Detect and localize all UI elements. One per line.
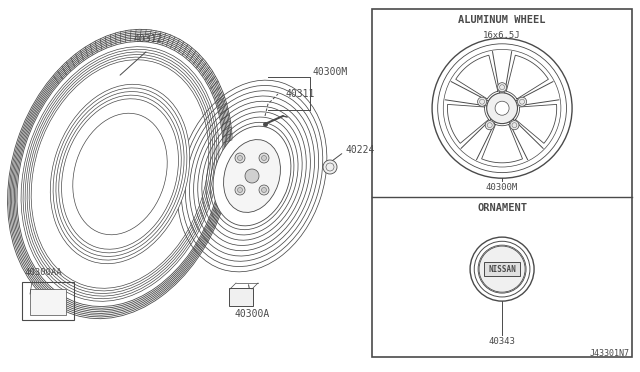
Text: 40311: 40311: [286, 89, 316, 99]
Text: 40224: 40224: [346, 145, 376, 155]
Circle shape: [495, 101, 509, 115]
Ellipse shape: [235, 185, 245, 195]
Ellipse shape: [259, 185, 269, 195]
Text: 16x6.5J: 16x6.5J: [483, 31, 521, 40]
Circle shape: [510, 121, 519, 130]
Ellipse shape: [235, 153, 245, 163]
Ellipse shape: [259, 153, 269, 163]
Ellipse shape: [223, 140, 280, 212]
Ellipse shape: [73, 113, 167, 235]
Ellipse shape: [237, 187, 243, 192]
Circle shape: [485, 121, 494, 130]
Ellipse shape: [213, 126, 291, 226]
Ellipse shape: [237, 155, 243, 160]
Ellipse shape: [245, 169, 259, 183]
Text: 40300AA: 40300AA: [24, 268, 61, 277]
Circle shape: [323, 160, 337, 174]
Bar: [372, 9, 632, 357]
Text: ORNAMENT: ORNAMENT: [477, 203, 527, 213]
Circle shape: [518, 97, 527, 106]
Text: 40312: 40312: [133, 34, 163, 44]
Bar: [30, 289, 66, 315]
Circle shape: [497, 83, 507, 92]
Text: 40343: 40343: [489, 337, 515, 346]
Text: 40300M: 40300M: [313, 67, 348, 77]
Ellipse shape: [262, 155, 266, 160]
Circle shape: [477, 97, 486, 106]
Circle shape: [486, 93, 518, 124]
Text: NISSAN: NISSAN: [488, 264, 516, 274]
Text: 40300A: 40300A: [234, 309, 269, 319]
Text: 40300M: 40300M: [486, 183, 518, 192]
Bar: [22, 282, 74, 320]
Ellipse shape: [51, 84, 189, 264]
Text: J43301N7: J43301N7: [590, 349, 630, 358]
Ellipse shape: [262, 187, 266, 192]
FancyBboxPatch shape: [229, 288, 253, 306]
Bar: [484, 262, 520, 276]
Text: ALUMINUM WHEEL: ALUMINUM WHEEL: [458, 15, 546, 25]
Circle shape: [479, 246, 525, 292]
